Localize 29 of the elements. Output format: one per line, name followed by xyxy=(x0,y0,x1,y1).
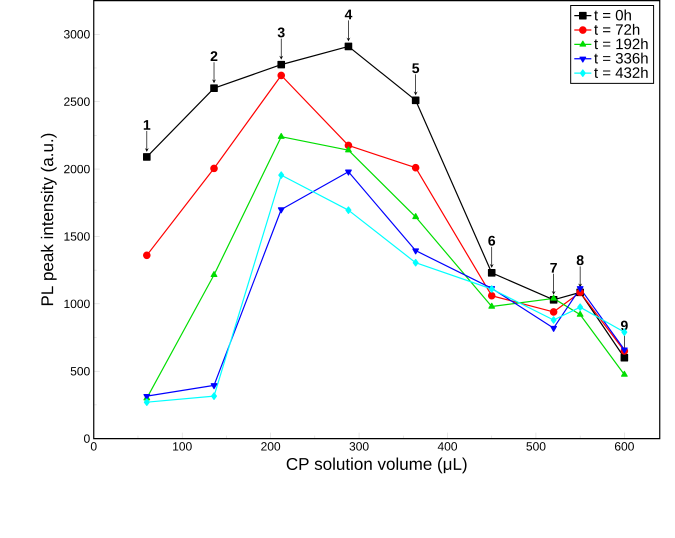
annotation: 7 xyxy=(550,262,557,272)
x-tick-label: 400 xyxy=(438,442,458,450)
x-tick-label: 300 xyxy=(350,442,369,450)
annotation: 3 xyxy=(278,27,285,38)
x-axis-title: CP solution volume (μL) xyxy=(286,457,467,474)
x-tick-label: 100 xyxy=(173,442,192,450)
legend-label: t = 192h xyxy=(594,38,648,50)
legend-label: t = 0h xyxy=(594,9,631,20)
annotation: 6 xyxy=(488,236,496,246)
y-tick-label: 1500 xyxy=(64,232,90,241)
x-tick-label: 0 xyxy=(90,442,97,450)
annotation: 4 xyxy=(344,9,352,20)
legend-label: t = 72h xyxy=(594,24,640,35)
x-tick-label: 500 xyxy=(526,442,546,450)
y-tick-label: 0 xyxy=(84,434,90,443)
y-tick-label: 1000 xyxy=(64,299,90,308)
annotation: 2 xyxy=(210,51,218,61)
annotation: 5 xyxy=(412,63,420,73)
x-tick-label: 200 xyxy=(261,442,280,450)
annotation: 1 xyxy=(144,120,150,130)
x-tick-label: 600 xyxy=(614,442,634,450)
y-tick-label: 2000 xyxy=(64,164,90,174)
y-tick-label: 2500 xyxy=(64,97,90,106)
y-axis-title: PL peak intensity (a.u.) xyxy=(40,134,57,305)
annotation: 8 xyxy=(576,255,584,266)
legend-label: t = 336h xyxy=(594,52,648,64)
y-tick-label: 3000 xyxy=(64,30,90,38)
y-tick-label: 500 xyxy=(70,366,90,376)
legend-label: t = 432h xyxy=(594,66,648,78)
